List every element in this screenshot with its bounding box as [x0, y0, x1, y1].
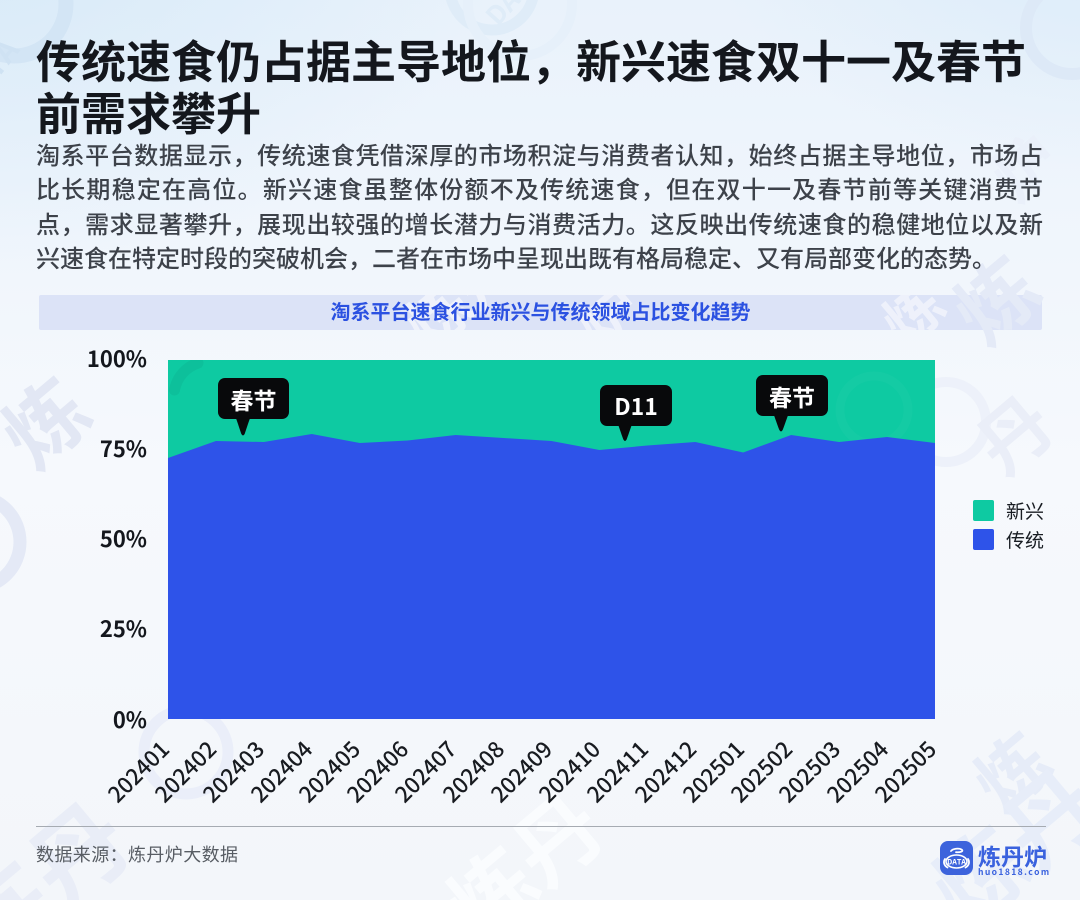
svg-text:huo1818.com: huo1818.com — [978, 866, 1050, 878]
svg-text:DATA: DATA — [947, 857, 966, 867]
svg-text:DATA: DATA — [0, 28, 28, 118]
svg-text:炼丹炉: 炼丹炉 — [978, 839, 1047, 872]
